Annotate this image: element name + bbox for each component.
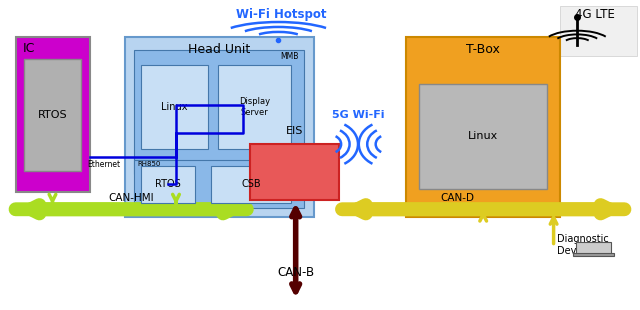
FancyBboxPatch shape — [24, 59, 81, 170]
Text: RTOS: RTOS — [38, 110, 67, 120]
Text: MMB: MMB — [280, 52, 299, 61]
Text: EIS: EIS — [285, 126, 303, 136]
Text: Ethernet: Ethernet — [87, 160, 120, 169]
Text: CAN-B: CAN-B — [277, 266, 314, 279]
Text: CAN-D: CAN-D — [440, 193, 475, 203]
Text: T-Box: T-Box — [467, 43, 500, 56]
Text: Head Unit: Head Unit — [188, 43, 250, 56]
FancyBboxPatch shape — [141, 65, 208, 149]
Text: IC: IC — [22, 42, 35, 55]
Text: Linux: Linux — [468, 131, 499, 141]
Text: CSB: CSB — [241, 179, 261, 189]
FancyBboxPatch shape — [419, 84, 547, 189]
FancyBboxPatch shape — [141, 166, 195, 203]
FancyBboxPatch shape — [211, 166, 291, 203]
Text: Display
Server: Display Server — [239, 97, 270, 117]
FancyBboxPatch shape — [573, 253, 614, 256]
FancyBboxPatch shape — [16, 37, 90, 192]
Text: 4G LTE: 4G LTE — [575, 8, 614, 21]
FancyBboxPatch shape — [560, 6, 637, 56]
Text: Wi-Fi Hotspot: Wi-Fi Hotspot — [236, 8, 327, 21]
Text: Linux: Linux — [161, 102, 188, 112]
Text: Diagnostic
Devices: Diagnostic Devices — [557, 234, 609, 256]
FancyBboxPatch shape — [250, 144, 339, 200]
FancyBboxPatch shape — [125, 37, 314, 217]
Text: CAN-HMI: CAN-HMI — [108, 193, 154, 203]
Text: RTOS: RTOS — [155, 179, 181, 189]
FancyBboxPatch shape — [218, 65, 291, 149]
FancyBboxPatch shape — [576, 242, 611, 254]
Text: RH850: RH850 — [138, 161, 161, 167]
FancyBboxPatch shape — [134, 50, 304, 174]
FancyBboxPatch shape — [134, 160, 304, 208]
FancyBboxPatch shape — [406, 37, 560, 217]
Text: 5G Wi-Fi: 5G Wi-Fi — [332, 110, 385, 120]
